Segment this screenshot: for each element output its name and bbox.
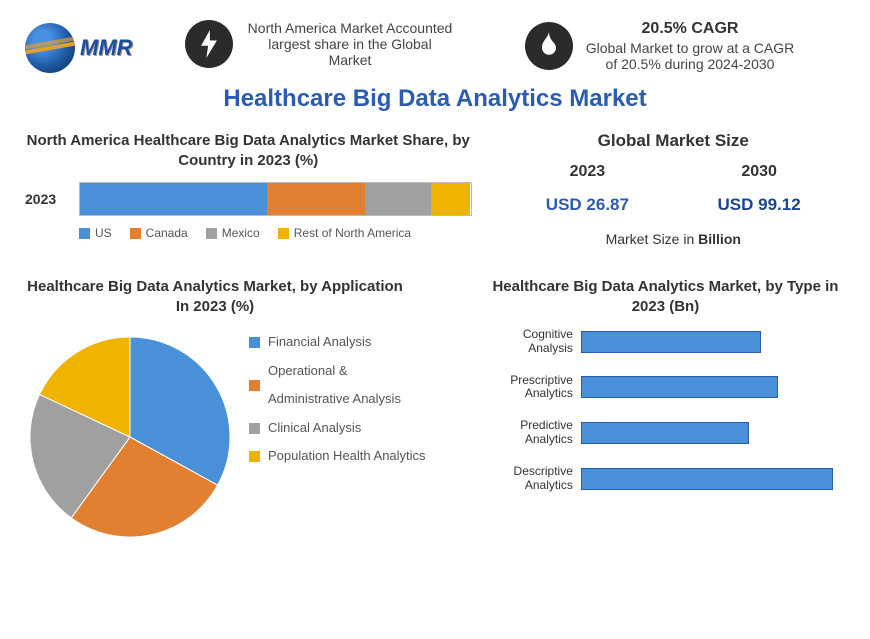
stacked-bar-title: North America Healthcare Big Data Analyt…	[25, 131, 472, 170]
legend-swatch	[206, 228, 217, 239]
stacked-bar-segment	[80, 183, 267, 215]
hbar-row: Predictive Analytics	[486, 419, 845, 447]
hbar-label: Cognitive Analysis	[486, 328, 581, 356]
hbar-fill	[581, 331, 761, 353]
page-title: Healthcare Big Data Analytics Market	[25, 85, 845, 113]
header-fact-region: North America Market Accounted largest s…	[185, 20, 505, 68]
stacked-bar-legend: US Canada Mexico Rest of North America	[25, 226, 472, 240]
hbar-list: Cognitive Analysis Prescriptive Analytics…	[486, 328, 845, 492]
market-size-values: USD 26.87 USD 99.12	[502, 195, 845, 215]
cagr-title: 20.5% CAGR	[585, 20, 795, 38]
market-size-footer: Market Size in Billion	[502, 231, 845, 247]
market-size-year-1: 2030	[741, 163, 777, 181]
pie-legend-item: Operational & Administrative Analysis	[249, 357, 428, 414]
stacked-bar-legend-item: Mexico	[206, 226, 260, 240]
hbar-fill	[581, 376, 778, 398]
hbar-row: Cognitive Analysis	[486, 328, 845, 356]
legend-label: Clinical Analysis	[268, 414, 361, 443]
stacked-bar-body: 2023	[25, 182, 472, 216]
stacked-bar-legend-item: US	[79, 226, 112, 240]
hbar-row: Prescriptive Analytics	[486, 374, 845, 402]
legend-swatch	[278, 228, 289, 239]
hbar-track	[581, 422, 845, 444]
legend-label: Operational & Administrative Analysis	[268, 357, 428, 414]
hbar-track	[581, 331, 845, 353]
cagr-text: Global Market to grow at a CAGR of 20.5%…	[585, 40, 795, 72]
brand-logo: MMR	[25, 20, 165, 75]
market-size-footer-bold: Billion	[698, 231, 741, 247]
legend-swatch	[249, 423, 260, 434]
legend-label: Mexico	[222, 226, 260, 240]
market-size-value-1: USD 99.12	[718, 195, 801, 215]
globe-icon	[25, 23, 75, 73]
legend-swatch	[130, 228, 141, 239]
pie-legend-item: Financial Analysis	[249, 328, 428, 357]
stacked-bar-segment	[431, 183, 470, 215]
stacked-bar-year-label: 2023	[25, 191, 67, 207]
stacked-bar-legend-item: Canada	[130, 226, 188, 240]
market-size-years: 2023 2030	[502, 163, 845, 181]
legend-label: Rest of North America	[294, 226, 411, 240]
legend-swatch	[249, 380, 260, 391]
pie-legend-item: Clinical Analysis	[249, 414, 428, 443]
stacked-bar-chart: North America Healthcare Big Data Analyt…	[25, 131, 472, 247]
market-size-title: Global Market Size	[502, 131, 845, 151]
stacked-bar-segment	[267, 183, 365, 215]
pie-chart	[25, 332, 235, 542]
legend-swatch	[79, 228, 90, 239]
legend-label: Population Health Analytics	[268, 442, 426, 471]
legend-swatch	[249, 337, 260, 348]
hbar-label: Predictive Analytics	[486, 419, 581, 447]
pie-legend: Financial AnalysisOperational & Administ…	[249, 328, 428, 542]
bolt-icon	[185, 20, 233, 68]
market-size-year-0: 2023	[570, 163, 606, 181]
hbar-fill	[581, 422, 749, 444]
legend-label: US	[95, 226, 112, 240]
pie-legend-item: Population Health Analytics	[249, 442, 428, 471]
brand-text: MMR	[80, 35, 133, 61]
hbar-fill	[581, 468, 833, 490]
hbar-chart-title: Healthcare Big Data Analytics Market, by…	[486, 277, 845, 316]
row-2: Healthcare Big Data Analytics Market, by…	[25, 277, 845, 542]
hbar-label: Prescriptive Analytics	[486, 374, 581, 402]
legend-label: Canada	[146, 226, 188, 240]
market-size-value-0: USD 26.87	[546, 195, 629, 215]
stacked-bar	[79, 182, 472, 216]
header-fact-cagr-text: 20.5% CAGR Global Market to grow at a CA…	[585, 20, 795, 72]
global-market-size-panel: Global Market Size 2023 2030 USD 26.87 U…	[502, 131, 845, 247]
hbar-row: Descriptive Analytics	[486, 465, 845, 493]
header-fact-cagr: 20.5% CAGR Global Market to grow at a CA…	[525, 20, 845, 72]
stacked-bar-legend-item: Rest of North America	[278, 226, 411, 240]
legend-swatch	[249, 451, 260, 462]
market-size-footer-text: Market Size in	[606, 231, 699, 247]
hbar-track	[581, 376, 845, 398]
header-fact-region-text: North America Market Accounted largest s…	[245, 20, 455, 68]
pie-chart-body: Financial AnalysisOperational & Administ…	[25, 328, 456, 542]
flame-icon	[525, 22, 573, 70]
pie-chart-panel: Healthcare Big Data Analytics Market, by…	[25, 277, 456, 542]
header-bar: MMR North America Market Accounted large…	[25, 20, 845, 75]
row-1: North America Healthcare Big Data Analyt…	[25, 131, 845, 247]
hbar-track	[581, 468, 845, 490]
hbar-chart-panel: Healthcare Big Data Analytics Market, by…	[486, 277, 845, 542]
pie-chart-title: Healthcare Big Data Analytics Market, by…	[25, 277, 405, 316]
legend-label: Financial Analysis	[268, 328, 371, 357]
hbar-label: Descriptive Analytics	[486, 465, 581, 493]
stacked-bar-segment	[365, 183, 431, 215]
